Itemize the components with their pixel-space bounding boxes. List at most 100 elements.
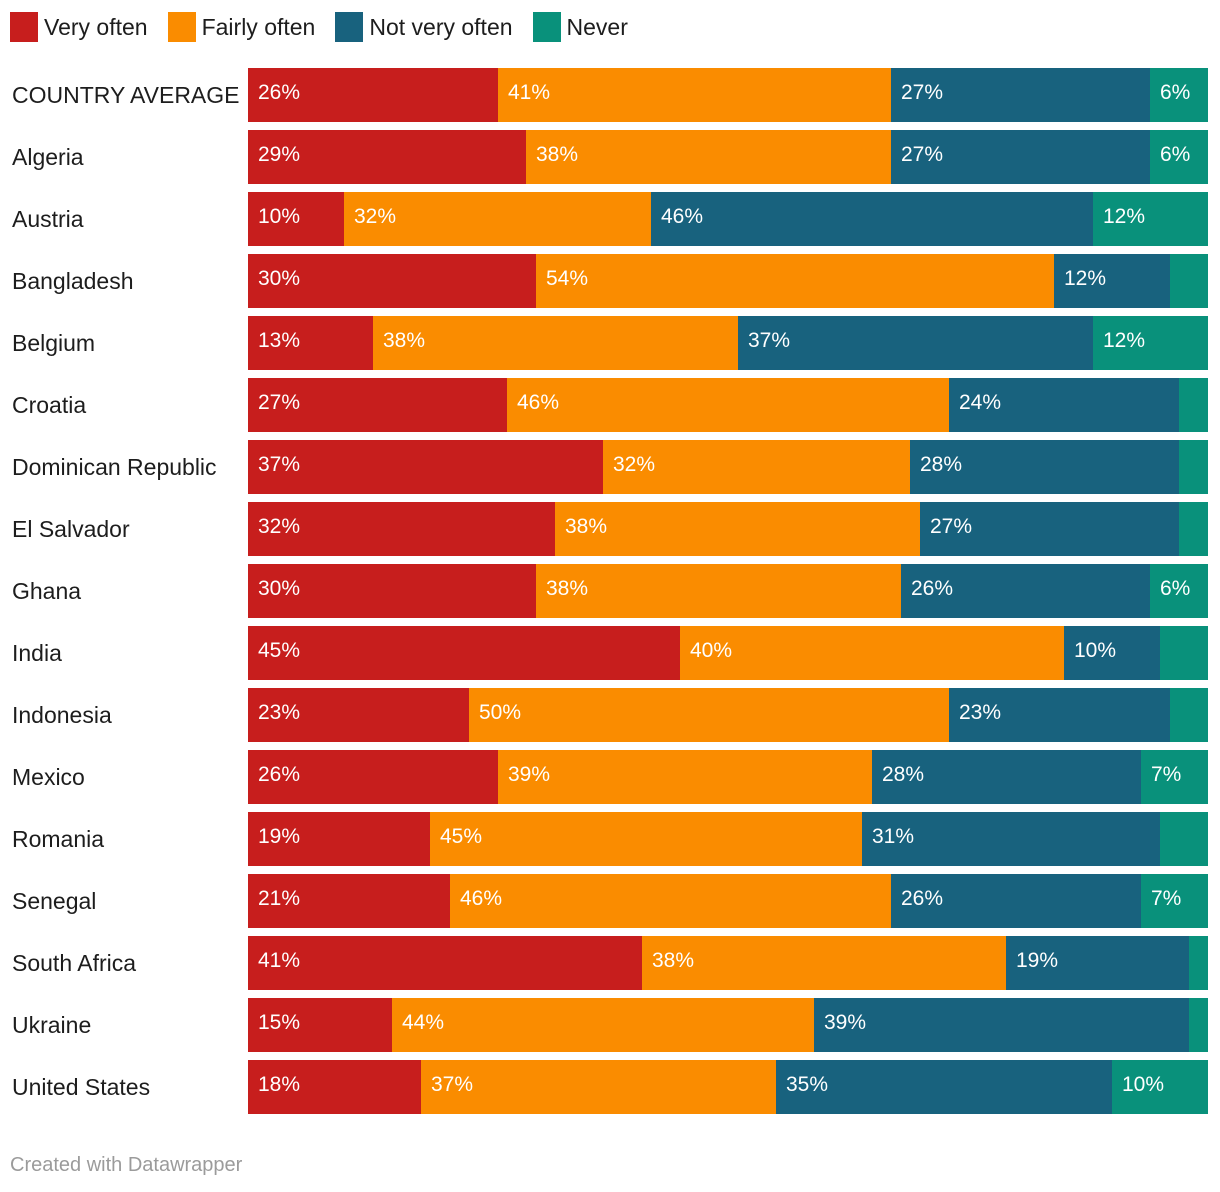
row-label: Dominican Republic	[12, 454, 217, 480]
legend-swatch	[167, 12, 196, 42]
legend-label: Very often	[44, 13, 148, 40]
data-label: 32%	[258, 515, 301, 538]
data-label: 38%	[652, 949, 695, 972]
bar-segment-very-often	[248, 688, 469, 742]
data-label: 28%	[920, 453, 963, 476]
bar-segment-not-very-often	[891, 68, 1150, 122]
bar-segment-fairly-often	[430, 812, 862, 866]
data-label: 23%	[959, 701, 1002, 724]
bar-segment-very-often	[248, 564, 536, 618]
bar-segment-fairly-often	[469, 688, 949, 742]
data-label: 41%	[258, 949, 301, 972]
data-label: 10%	[1074, 639, 1117, 662]
bar-segment-fairly-often	[344, 192, 651, 246]
legend-item-fairly-often: Fairly often	[167, 12, 316, 42]
data-label: 45%	[258, 639, 301, 662]
bar-segment-never	[1170, 254, 1208, 308]
bar-segment-never	[1093, 192, 1208, 246]
bar-segment-not-very-often	[1064, 626, 1160, 680]
data-label: 38%	[536, 143, 579, 166]
bar-segment-very-often	[248, 130, 526, 184]
row-label: Ghana	[12, 578, 82, 604]
data-label: 38%	[546, 577, 589, 600]
row-label: Mexico	[12, 764, 85, 790]
data-label: 26%	[911, 577, 954, 600]
data-label: 50%	[479, 701, 522, 724]
bar-segment-very-often	[248, 440, 603, 494]
data-label: 12%	[1064, 267, 1107, 290]
data-label: 27%	[901, 81, 944, 104]
bar-segment-very-often	[248, 316, 373, 370]
data-label: 32%	[613, 453, 656, 476]
bar-segment-never	[1150, 130, 1208, 184]
data-label: 46%	[517, 391, 560, 414]
data-label: 30%	[258, 267, 301, 290]
legend-label: Not very often	[369, 13, 513, 40]
legend-swatch	[10, 12, 38, 42]
data-label: 37%	[258, 453, 301, 476]
bar-segment-fairly-often	[536, 564, 901, 618]
bar-segment-very-often	[248, 626, 680, 680]
bar-segment-very-often	[248, 68, 498, 122]
data-label: 40%	[690, 639, 733, 662]
bar-segment-not-very-often	[814, 998, 1189, 1052]
row-label: Belgium	[12, 330, 96, 356]
row-label: United States	[12, 1074, 151, 1100]
bar-segment-very-often	[248, 1060, 421, 1114]
data-label: 37%	[748, 329, 791, 352]
data-label: 7%	[1151, 763, 1182, 786]
data-label: 26%	[901, 887, 944, 910]
data-label: 30%	[258, 577, 301, 600]
row-label: Austria	[12, 206, 84, 232]
data-label: 15%	[258, 1011, 301, 1034]
data-label: 44%	[402, 1011, 445, 1034]
bar-segment-fairly-often	[498, 68, 891, 122]
data-label: 39%	[508, 763, 551, 786]
bar-segment-not-very-often	[738, 316, 1093, 370]
data-label: 10%	[258, 205, 301, 228]
datawrapper-credit: Created with Datawrapper	[10, 1154, 243, 1176]
data-label: 26%	[258, 81, 301, 104]
legend-swatch	[335, 12, 364, 42]
row-label: Senegal	[12, 888, 97, 914]
data-label: 37%	[431, 1073, 474, 1096]
bar-segment-never	[1179, 440, 1208, 494]
bar-segment-fairly-often	[392, 998, 814, 1052]
bar-segment-very-often	[248, 998, 392, 1052]
bar-segment-never	[1189, 936, 1208, 990]
legend-label: Fairly often	[201, 13, 316, 40]
data-label: 12%	[1103, 329, 1146, 352]
data-label: 26%	[258, 763, 301, 786]
bar-segment-never	[1150, 68, 1208, 122]
bar-segment-fairly-often	[421, 1060, 776, 1114]
row-label: Romania	[12, 826, 105, 852]
bar-segment-very-often	[248, 936, 642, 990]
bar-segment-not-very-often	[891, 130, 1150, 184]
bar-segment-never	[1170, 688, 1208, 742]
row-label: Ukraine	[12, 1012, 92, 1038]
data-label: 45%	[440, 825, 483, 848]
bar-segment-fairly-often	[680, 626, 1064, 680]
bar-segment-fairly-often	[450, 874, 891, 928]
bar-segment-very-often	[248, 874, 450, 928]
data-label: 23%	[258, 701, 301, 724]
data-label: 54%	[546, 267, 589, 290]
bar-segment-not-very-often	[920, 502, 1179, 556]
bar-segment-very-often	[248, 812, 430, 866]
data-label: 31%	[872, 825, 915, 848]
row-label: El Salvador	[12, 516, 130, 542]
row-label: Bangladesh	[12, 268, 134, 294]
bar-segment-fairly-often	[526, 130, 891, 184]
bar-segment-never	[1150, 564, 1208, 618]
bar-segment-very-often	[248, 502, 555, 556]
bar-segment-fairly-often	[555, 502, 920, 556]
data-label: 28%	[882, 763, 925, 786]
data-label: 38%	[565, 515, 608, 538]
data-label: 10%	[1122, 1073, 1165, 1096]
bar-segment-never	[1141, 874, 1208, 928]
bar-segment-never	[1093, 316, 1208, 370]
bar-segment-not-very-often	[872, 750, 1141, 804]
data-label: 18%	[258, 1073, 301, 1096]
row-label: South Africa	[12, 950, 137, 976]
data-label: 46%	[661, 205, 704, 228]
